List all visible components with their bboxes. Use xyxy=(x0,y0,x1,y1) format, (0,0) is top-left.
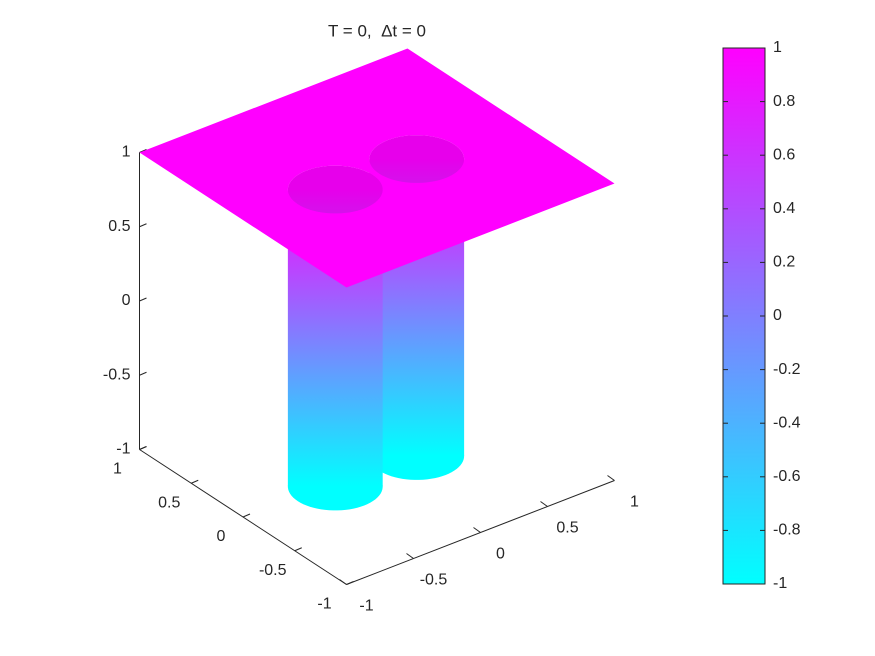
x-tick-label: 0.5 xyxy=(556,520,578,537)
x-tick xyxy=(607,475,615,481)
well-top xyxy=(369,135,465,183)
colorbar-tick-label: 0.6 xyxy=(773,146,795,163)
x-tick xyxy=(473,527,481,533)
colorbar-tick-label: 0 xyxy=(773,307,782,324)
y-tick xyxy=(191,479,199,484)
z-tick-label: -1 xyxy=(116,441,130,458)
y-tick xyxy=(242,513,251,518)
z-tick-label: -0.5 xyxy=(103,366,131,383)
y-tick-label: -1 xyxy=(317,596,331,613)
well-opening xyxy=(287,165,383,214)
colorbar-tick-label: -0.8 xyxy=(773,522,801,539)
colorbar-tick-label: 0.8 xyxy=(773,93,795,110)
x-tick-label: -0.5 xyxy=(420,572,448,589)
y-tick-label: -0.5 xyxy=(259,562,287,579)
y-tick xyxy=(346,581,354,585)
colorbar-tick-label: 0.4 xyxy=(773,200,795,217)
x-tick xyxy=(540,501,548,507)
well-opening xyxy=(369,135,465,183)
x-tick-label: -1 xyxy=(359,598,373,615)
colorbar-tick-label: -0.4 xyxy=(773,414,801,431)
x-tick-label: 1 xyxy=(630,494,639,511)
y-tick-label: 0 xyxy=(217,528,226,545)
z-tick-label: 0.5 xyxy=(108,218,130,235)
z-tick xyxy=(139,371,147,376)
colorbar xyxy=(722,47,766,585)
y-tick-label: 1 xyxy=(113,461,122,478)
colorbar-tick-label: 0.2 xyxy=(773,254,795,271)
z-tick xyxy=(139,297,147,302)
colorbar-tick-label: 1 xyxy=(773,39,782,56)
x-tick xyxy=(406,553,414,559)
z-tick xyxy=(139,223,147,228)
z-tick-label: 0 xyxy=(122,292,131,309)
surface-plane xyxy=(139,48,615,288)
well-bottom xyxy=(287,462,383,511)
chart-title: T = 0, Δt = 0 xyxy=(328,21,426,40)
colorbar-tick-label: -0.6 xyxy=(773,468,801,485)
z-tick xyxy=(139,149,147,153)
well-top xyxy=(287,165,383,214)
well-bottom xyxy=(369,432,465,480)
x-tick xyxy=(339,579,347,585)
x-tick-label: 0 xyxy=(496,546,505,563)
colorbar-tick-label: -1 xyxy=(773,575,787,592)
z-tick-label: 1 xyxy=(122,144,131,161)
colorbar-tick-label: -0.2 xyxy=(773,361,801,378)
y-tick-label: 0.5 xyxy=(158,494,180,511)
y-tick xyxy=(139,446,147,450)
y-tick xyxy=(294,547,302,552)
